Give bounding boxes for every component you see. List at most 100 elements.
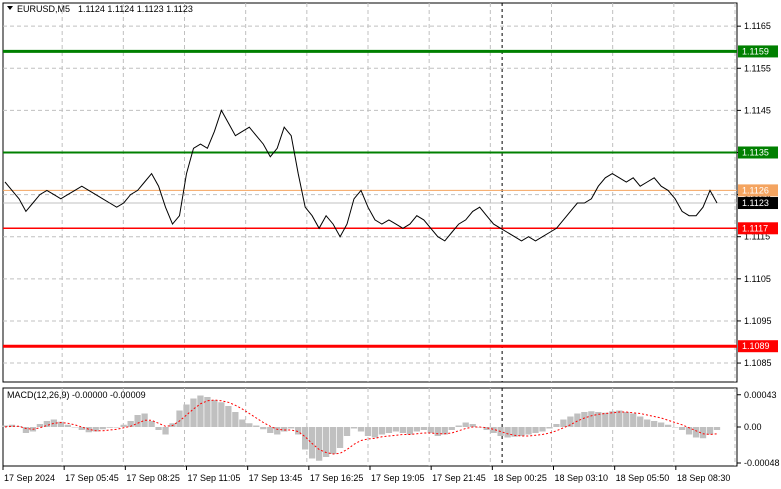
macd-histogram-bar [678,427,686,430]
macd-histogram-bar [183,404,190,427]
macd-histogram-bar [616,410,623,427]
macd-histogram-bar [134,415,141,427]
macd-histogram-bar [99,427,106,430]
macd-histogram-bar [699,427,707,439]
y-tick-label: -0.00048 [744,458,780,468]
y-tick-label: 0.00043 [744,390,777,400]
macd-histogram-bar [197,395,204,427]
macd-histogram-bar [644,419,651,427]
macd-histogram-bar [155,427,162,430]
macd-histogram-bar [281,427,288,432]
macd-histogram-bar [246,423,253,427]
macd-histogram-bar [399,427,407,433]
macd-histogram-bar [8,424,16,427]
x-tick-label: 18 Sep 03:10 [555,473,609,483]
x-tick-label: 18 Sep 08:30 [677,473,731,483]
macd-histogram-bar [162,427,169,435]
macd-histogram-bar [127,421,134,427]
macd-histogram-bar [420,427,427,430]
macd-histogram-bar [427,427,434,433]
macd-histogram-bar [518,427,525,436]
macd-histogram-bar [378,427,386,435]
macd-histogram-bar [232,412,239,427]
macd-histogram-bar [504,427,511,438]
macd-histogram-bar [392,427,400,432]
macd-histogram-bar [434,427,441,436]
macd-histogram-bar [525,427,532,435]
macd-histogram-bar [350,427,358,429]
macd-histogram-bar [141,413,148,427]
price-pane-frame [2,2,738,383]
macd-histogram-bar [113,427,120,428]
y-tick-label: 1.1165 [744,21,771,31]
macd-histogram-bar [567,416,574,427]
macd-histogram-bar [706,427,714,435]
macd-histogram-bar [630,413,637,427]
ohlc-label: 1.1124 1.1124 1.1123 1.1123 [78,4,193,14]
price-badge [738,45,778,58]
macd-histogram-bar [190,398,197,427]
macd-histogram-bar [120,424,127,427]
macd-histogram-bar [357,427,365,432]
macd-histogram-bar [385,427,393,433]
price-badge-label: 1.1126 [742,185,769,195]
macd-histogram-bar [490,427,497,433]
time-axis: 17 Sep 2024 17 Sep 05:45 17 Sep 08:25 17 Se… [2,466,731,483]
y-tick-label: 0.00 [744,422,762,432]
x-tick-label: 17 Sep 13:45 [249,473,303,483]
macd-histogram-bar [302,427,309,450]
macd-histogram-bar [43,421,51,427]
macd-histogram-bar [218,402,225,427]
x-tick-label: 17 Sep 19:05 [371,473,425,483]
macd-histogram-bar [511,427,518,437]
macd-indicator-label: MACD(12,26,9) -0.00000 -0.00009 [7,390,146,400]
x-tick-label: 17 Sep 21:45 [432,473,486,483]
macd-histogram-bar [176,410,183,427]
macd-histogram-bar [1,425,9,427]
macd-pane[interactable]: 0.00043 0.00 -0.00048 [1,387,780,468]
macd-histogram-bar [239,419,246,427]
macd-histogram-bar [64,424,71,427]
macd-histogram-bar [85,427,92,433]
x-tick-label: 18 Sep 00:25 [493,473,547,483]
macd-histogram-bar [211,400,218,427]
macd-histogram-bar [713,427,721,430]
macd-histogram-bar [295,427,302,435]
macd-histogram-bar [364,427,372,436]
y-tick-label: 1.1085 [744,358,772,368]
macd-histogram-bar [595,412,602,427]
x-tick-label: 18 Sep 05:50 [616,473,670,483]
price-badge-label: 1.1089 [742,341,770,351]
macd-histogram-bar [78,427,85,430]
macd-histogram-bar [588,411,595,427]
macd-histogram-bar [204,397,211,427]
macd-histogram-bar [692,427,700,438]
price-pane[interactable]: 1.11651.11551.11451.11351.11251.11151.11… [2,2,778,383]
macd-histogram-bar [106,427,113,428]
price-badge-label: 1.1159 [742,46,769,56]
macd-histogram-bar [260,427,267,430]
dropdown-triangle-icon[interactable] [7,6,13,10]
macd-histogram-bar [462,422,469,427]
macd-histogram-bar [469,424,476,427]
macd-histogram-bar [574,413,581,427]
x-tick-label: 17 Sep 2024 [4,473,55,483]
price-badge [738,222,778,235]
macd-histogram-bar [36,424,44,427]
macd-histogram-bar [455,425,462,427]
macd-histogram-bar [315,427,323,461]
macd-histogram-bar [322,427,330,457]
macd-histogram-bar [581,412,588,427]
price-badge-label: 1.1117 [742,223,768,233]
macd-histogram-bar [546,427,553,429]
macd-histogram-bar [664,424,672,427]
macd-histogram-bar [343,427,351,436]
y-tick-label: 1.1095 [744,316,772,326]
macd-histogram-bar [602,412,609,427]
macd-histogram-bar [253,425,260,427]
macd-histogram-bar [532,427,539,433]
macd-histogram-bar [274,427,281,435]
macd-histogram-bar [148,421,155,427]
macd-histogram-bar [623,412,630,427]
